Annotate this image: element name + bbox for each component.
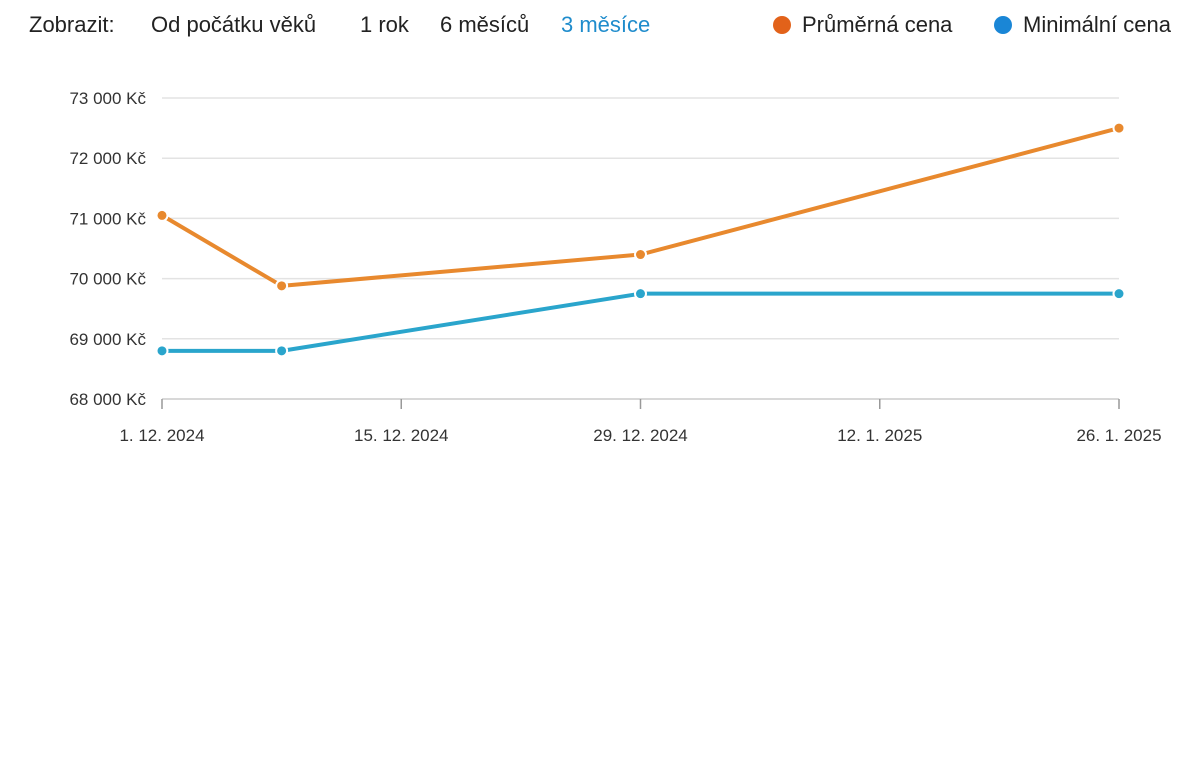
x-tick-label: 29. 12. 2024 — [593, 426, 688, 445]
show-label: Zobrazit: — [29, 12, 115, 37]
legend-minimum-price[interactable]: Minimální cena — [1023, 12, 1171, 37]
minimum-price-point — [634, 287, 647, 301]
average-price-point — [634, 248, 647, 262]
range-option-1-year[interactable]: 1 rok — [360, 12, 409, 37]
x-tick-label: 15. 12. 2024 — [354, 426, 449, 445]
legend-average-price[interactable]: Průměrná cena — [802, 12, 953, 37]
legend-minimum-price-marker — [994, 16, 1012, 34]
y-tick-label: 68 000 Kč — [69, 390, 146, 409]
chart-toolbar: Zobrazit: Od počátku věků 1 rok 6 měsíců… — [0, 0, 1200, 52]
x-tick-label: 1. 12. 2024 — [119, 426, 204, 445]
range-option-6-months[interactable]: 6 měsíců — [440, 12, 530, 37]
range-option-all-time[interactable]: Od počátku věků — [151, 12, 317, 37]
y-tick-label: 71 000 Kč — [69, 209, 146, 228]
range-option-3-months[interactable]: 3 měsíce — [561, 12, 651, 37]
y-tick-label: 70 000 Kč — [69, 270, 146, 289]
y-tick-label: 69 000 Kč — [69, 330, 146, 349]
minimum-price-point — [275, 344, 289, 358]
y-tick-label: 72 000 Kč — [69, 149, 146, 168]
average-price-point — [155, 208, 169, 222]
minimum-price-line — [160, 291, 1121, 353]
average-price-line — [160, 126, 1121, 288]
average-price-point — [275, 279, 289, 293]
minimum-price-point — [155, 344, 169, 358]
minimum-price-point — [1112, 287, 1126, 301]
average-price-point — [1112, 121, 1126, 135]
x-tick-label: 12. 1. 2025 — [837, 426, 922, 445]
y-tick-label: 73 000 Kč — [69, 89, 146, 108]
legend-average-price-marker — [773, 16, 791, 34]
x-tick-label: 26. 1. 2025 — [1076, 426, 1161, 445]
